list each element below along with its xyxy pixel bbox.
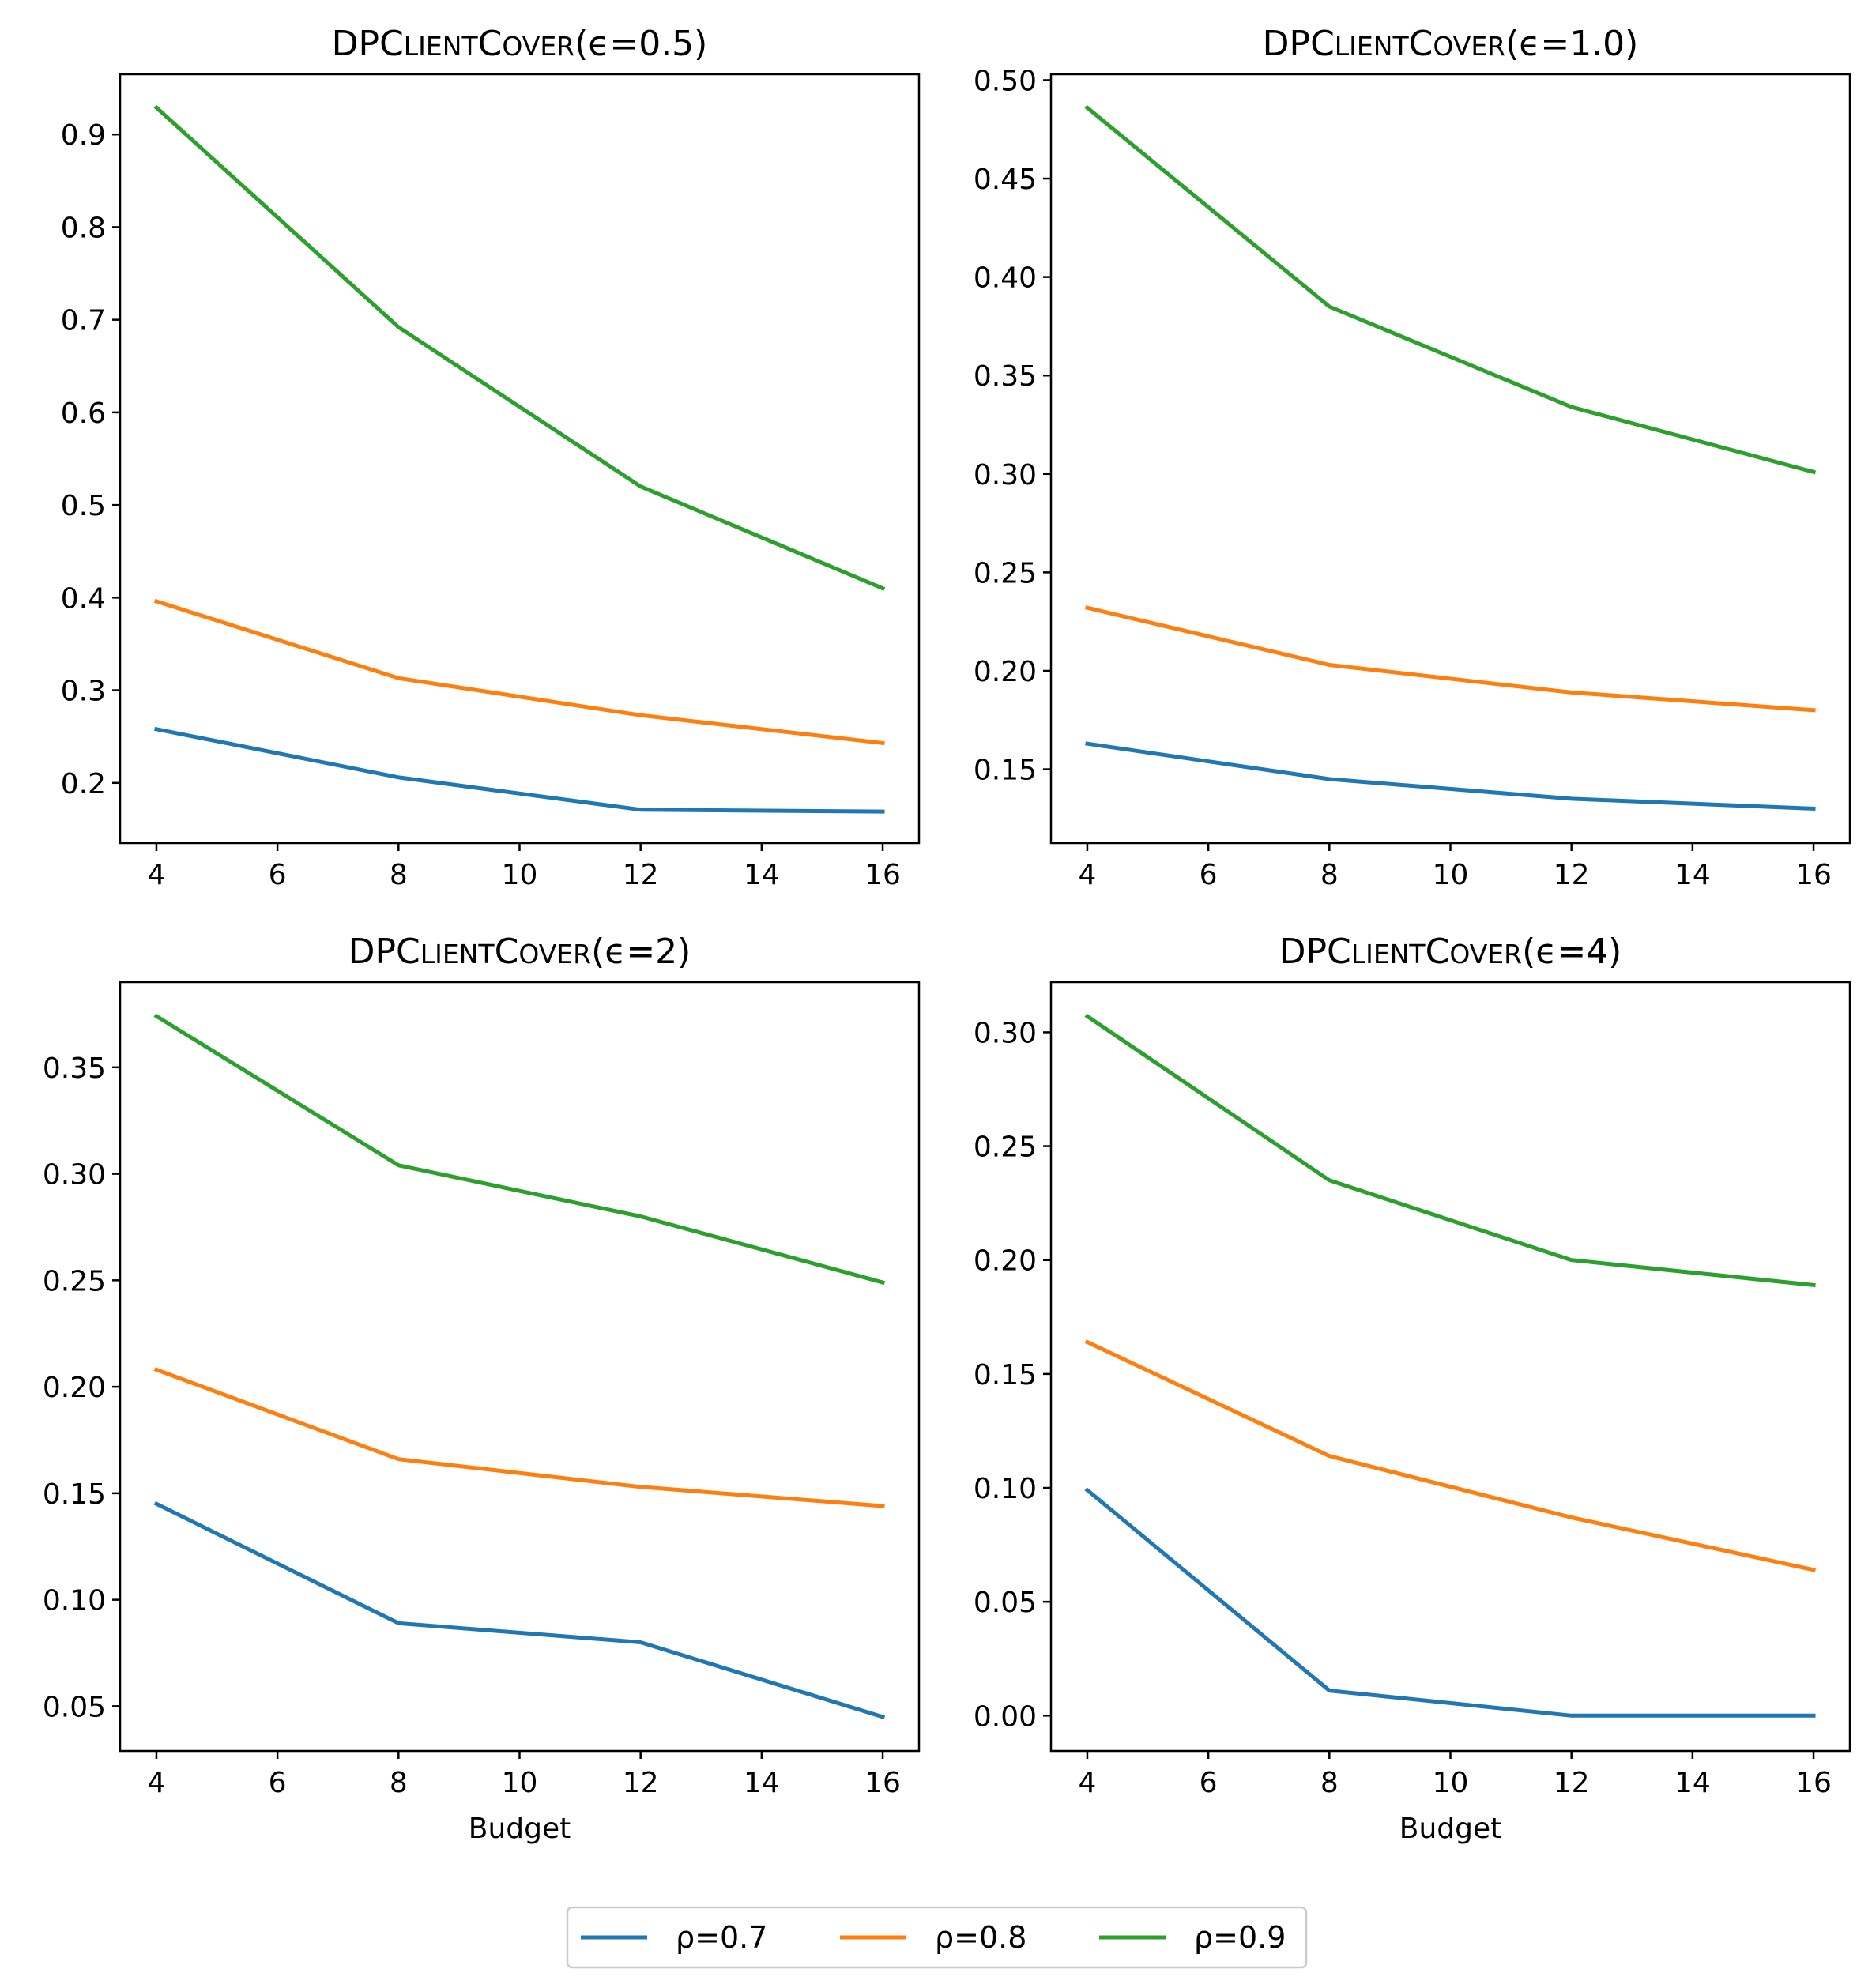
x-tick-label: 10 <box>502 1767 538 1799</box>
x-tick-label: 16 <box>864 859 901 891</box>
y-tick-label: 0.20 <box>974 656 1037 688</box>
y-tick-label: 0.20 <box>43 1372 106 1404</box>
y-tick-label: 0.40 <box>974 262 1037 295</box>
y-tick-label: 0.3 <box>61 676 106 708</box>
series-line <box>1084 605 1816 713</box>
y-tick-label: 0.35 <box>43 1052 106 1085</box>
series-line <box>153 1367 885 1508</box>
y-tick-label: 0.6 <box>61 397 106 430</box>
x-tick-label: 14 <box>744 859 780 891</box>
chart-title: DPCLIENTCOVER(ϵ=4) <box>1279 932 1622 972</box>
x-tick-label: 6 <box>269 859 287 891</box>
chart-title: DPCLIENTCOVER(ϵ=2) <box>348 932 691 972</box>
y-tick-label: 0.9 <box>61 119 106 152</box>
series-line <box>1085 741 1816 811</box>
x-tick-label: 16 <box>1795 859 1832 891</box>
series-line <box>154 726 885 814</box>
x-tick-label: 8 <box>390 859 408 891</box>
chart-title: DPCLIENTCOVER(ϵ=0.5) <box>332 24 708 64</box>
y-tick-label: 0.20 <box>974 1245 1037 1278</box>
y-tick-label: 0.7 <box>61 305 106 337</box>
plot-frame <box>1049 981 1851 1753</box>
y-tick-label: 0.4 <box>61 582 106 615</box>
x-tick-label: 10 <box>1433 859 1469 891</box>
y-tick-label: 0.15 <box>974 1359 1037 1391</box>
y-tick-label: 0.05 <box>974 1587 1037 1619</box>
series-line <box>1084 104 1817 475</box>
x-tick-label: 12 <box>1554 1767 1590 1799</box>
x-tick-label: 16 <box>1795 1767 1832 1799</box>
y-tick-label: 0.10 <box>974 1473 1037 1505</box>
y-tick-label: 0.8 <box>61 212 106 244</box>
x-tick-label: 14 <box>744 1767 780 1799</box>
subplot: DPCLIENTCOVER(ϵ=1.0) 0.15 0.20 0.25 0.30 0.35… <box>974 24 1851 891</box>
legend: ρ=0.7 ρ=0.8 ρ=0.9 <box>566 1906 1308 1969</box>
y-tick-label: 0.25 <box>974 1131 1037 1164</box>
y-tick-label: 0.2 <box>61 768 106 800</box>
x-tick-label: 14 <box>1674 1767 1711 1799</box>
series-line <box>1084 1013 1816 1288</box>
x-tick-label: 10 <box>502 859 538 891</box>
y-tick-label: 0.15 <box>43 1478 106 1511</box>
plot-frame <box>1049 73 1851 845</box>
x-tick-label: 6 <box>269 1767 287 1799</box>
y-tick-label: 0.10 <box>43 1585 106 1617</box>
x-tick-label: 6 <box>1200 1767 1218 1799</box>
y-tick-label: 0.50 <box>974 65 1037 97</box>
y-tick-label: 0.35 <box>974 360 1037 393</box>
subplot: DPCLIENTCOVER(ϵ=4) 0.00 0.05 0.10 0.15 0.20 0.… <box>974 932 1851 1845</box>
subplot-grid: DPCLIENTCOVER(ϵ=0.5) 0.2 0.3 0.4 0.5 0.6 0.7 0.… <box>43 24 1851 1845</box>
y-tick-label: 0.30 <box>974 459 1037 491</box>
x-tick-label: 10 <box>1433 1767 1469 1799</box>
series-line <box>153 1500 886 1720</box>
y-tick-label: 0.5 <box>61 490 106 522</box>
subplot: DPCLIENTCOVER(ϵ=0.5) 0.2 0.3 0.4 0.5 0.6 0.7 0.… <box>61 24 921 891</box>
series-line <box>153 1013 886 1286</box>
x-tick-label: 8 <box>390 1767 408 1799</box>
legend-entry: ρ=0.7 <box>581 1920 767 1955</box>
x-tick-label: 16 <box>864 1767 901 1799</box>
legend-label: ρ=0.7 <box>676 1920 767 1955</box>
x-tick-label: 4 <box>148 859 166 891</box>
x-tick-label: 4 <box>148 1767 166 1799</box>
legend-label: ρ=0.8 <box>935 1920 1026 1955</box>
x-tick-label: 14 <box>1674 859 1711 891</box>
x-tick-label: 12 <box>623 1767 659 1799</box>
y-tick-label: 0.05 <box>43 1691 106 1723</box>
y-tick-label: 0.15 <box>974 755 1037 787</box>
series-line <box>1084 1487 1816 1718</box>
y-tick-label: 0.25 <box>974 557 1037 589</box>
x-axis-label: Budget <box>1399 1813 1501 1845</box>
legend-label: ρ=0.9 <box>1194 1920 1286 1955</box>
x-tick-label: 4 <box>1079 1767 1097 1799</box>
x-tick-label: 8 <box>1320 1767 1339 1799</box>
plot-frame <box>119 73 921 845</box>
chart-title: DPCLIENTCOVER(ϵ=1.0) <box>1263 24 1639 64</box>
y-tick-label: 0.25 <box>43 1265 106 1297</box>
series-line <box>153 104 886 591</box>
legend-entry: ρ=0.8 <box>840 1920 1026 1955</box>
plot-frame <box>119 981 921 1753</box>
x-tick-label: 8 <box>1320 859 1339 891</box>
legend-entry: ρ=0.9 <box>1099 1920 1286 1955</box>
y-tick-label: 0.45 <box>974 164 1037 196</box>
y-tick-label: 0.00 <box>974 1700 1037 1733</box>
x-tick-label: 12 <box>623 859 659 891</box>
series-line <box>1084 1339 1816 1572</box>
y-tick-label: 0.30 <box>974 1017 1037 1049</box>
y-tick-label: 0.30 <box>43 1159 106 1192</box>
x-tick-label: 4 <box>1079 859 1097 891</box>
x-tick-label: 6 <box>1200 859 1218 891</box>
x-tick-label: 12 <box>1554 859 1590 891</box>
legend-frame <box>566 1906 1308 1969</box>
series-line <box>153 598 885 746</box>
x-axis-label: Budget <box>469 1813 571 1845</box>
subplot: DPCLIENTCOVER(ϵ=2) 0.05 0.10 0.15 0.20 0.25 0.… <box>43 932 921 1845</box>
